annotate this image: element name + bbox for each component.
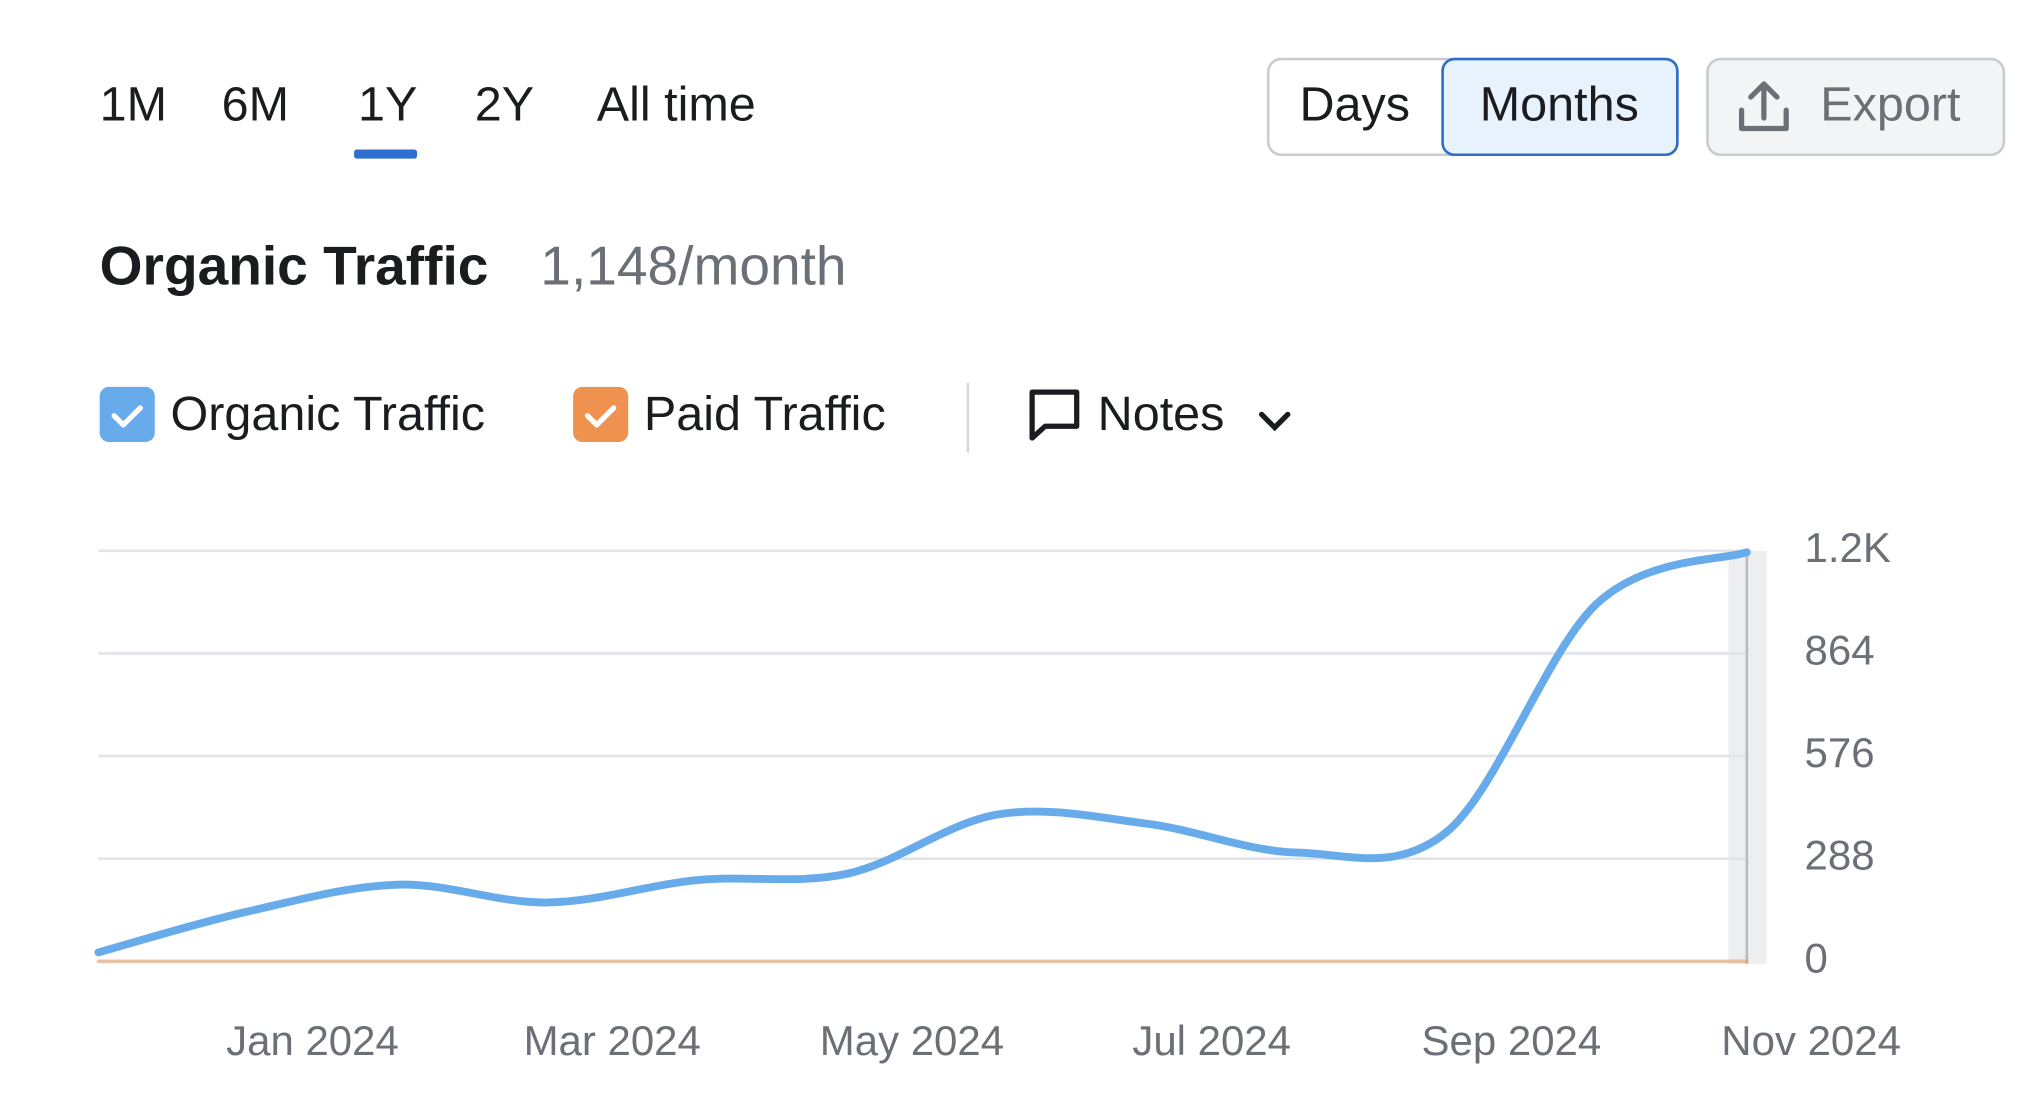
legend-label[interactable]: Organic Traffic <box>171 387 486 441</box>
x-tick-label: Sep 2024 <box>1422 1017 1602 1064</box>
heading-title: Organic Traffic <box>100 235 489 297</box>
x-tick-label: Jul 2024 <box>1132 1017 1291 1064</box>
legend-check <box>111 405 143 428</box>
legend-checkbox[interactable] <box>99 386 155 442</box>
tab[interactable]: 6M <box>222 77 289 131</box>
toggle-months[interactable]: Months <box>1480 77 1639 131</box>
toggle-days[interactable]: Days <box>1299 77 1410 131</box>
legend-checkbox[interactable] <box>573 386 629 442</box>
notes-chevron[interactable] <box>1258 411 1291 432</box>
export-icon <box>1738 81 1789 132</box>
tab-active[interactable]: 1Y <box>358 77 417 131</box>
x-tick-label: May 2024 <box>820 1017 1004 1064</box>
x-tick-label: Mar 2024 <box>524 1017 701 1064</box>
y-tick-label: 864 <box>1805 627 1875 674</box>
tab[interactable]: 2Y <box>475 77 534 131</box>
notes-icon <box>1029 389 1080 441</box>
y-tick-label: 576 <box>1805 729 1875 776</box>
export-label[interactable]: Export <box>1820 77 1961 131</box>
toggle-active[interactable] <box>1441 57 1679 157</box>
legend-check <box>584 405 617 428</box>
tab[interactable]: 1M <box>100 77 167 131</box>
legend-label[interactable]: Paid Traffic <box>644 387 886 441</box>
heading-value: 1,148/month <box>540 235 846 297</box>
y-tick-label: 1.2K <box>1805 524 1891 571</box>
y-tick-label: 288 <box>1805 832 1875 879</box>
notes-label[interactable]: Notes <box>1098 387 1225 441</box>
series-line <box>94 548 1751 957</box>
x-tick-label: Jan 2024 <box>226 1017 399 1064</box>
tab-underline <box>354 149 418 159</box>
y-tick-label: 0 <box>1805 934 1828 981</box>
tab[interactable]: All time <box>597 77 756 131</box>
x-tick-label: Nov 2024 <box>1721 1017 1901 1064</box>
